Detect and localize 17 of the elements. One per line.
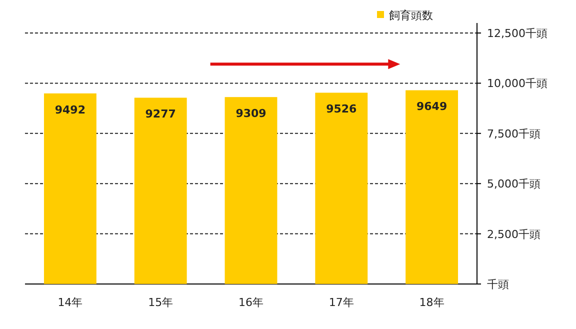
legend-label: 飼育頭数	[389, 9, 433, 22]
data-label: 9309	[236, 107, 266, 120]
y-tick-label: 10,000千頭	[487, 77, 548, 90]
x-tick-label: 17年	[328, 296, 354, 309]
y-tick-label: 千頭	[487, 278, 509, 291]
x-tick-label: 15年	[148, 296, 174, 309]
y-tick-label: 2,500千頭	[487, 228, 540, 241]
x-tick-label: 14年	[58, 296, 83, 309]
y-tick-label: 7,500千頭	[487, 127, 540, 140]
data-label: 9649	[416, 100, 448, 114]
data-label: 9526	[326, 102, 358, 116]
data-label: 9277	[145, 108, 176, 121]
y-tick-label: 5,000千頭	[487, 178, 540, 191]
y-tick-label: 12,500千頭	[487, 27, 548, 40]
data-label: 9492	[54, 103, 86, 116]
x-tick-label: 16年	[238, 296, 264, 309]
x-tick-label: 18年	[419, 296, 444, 309]
